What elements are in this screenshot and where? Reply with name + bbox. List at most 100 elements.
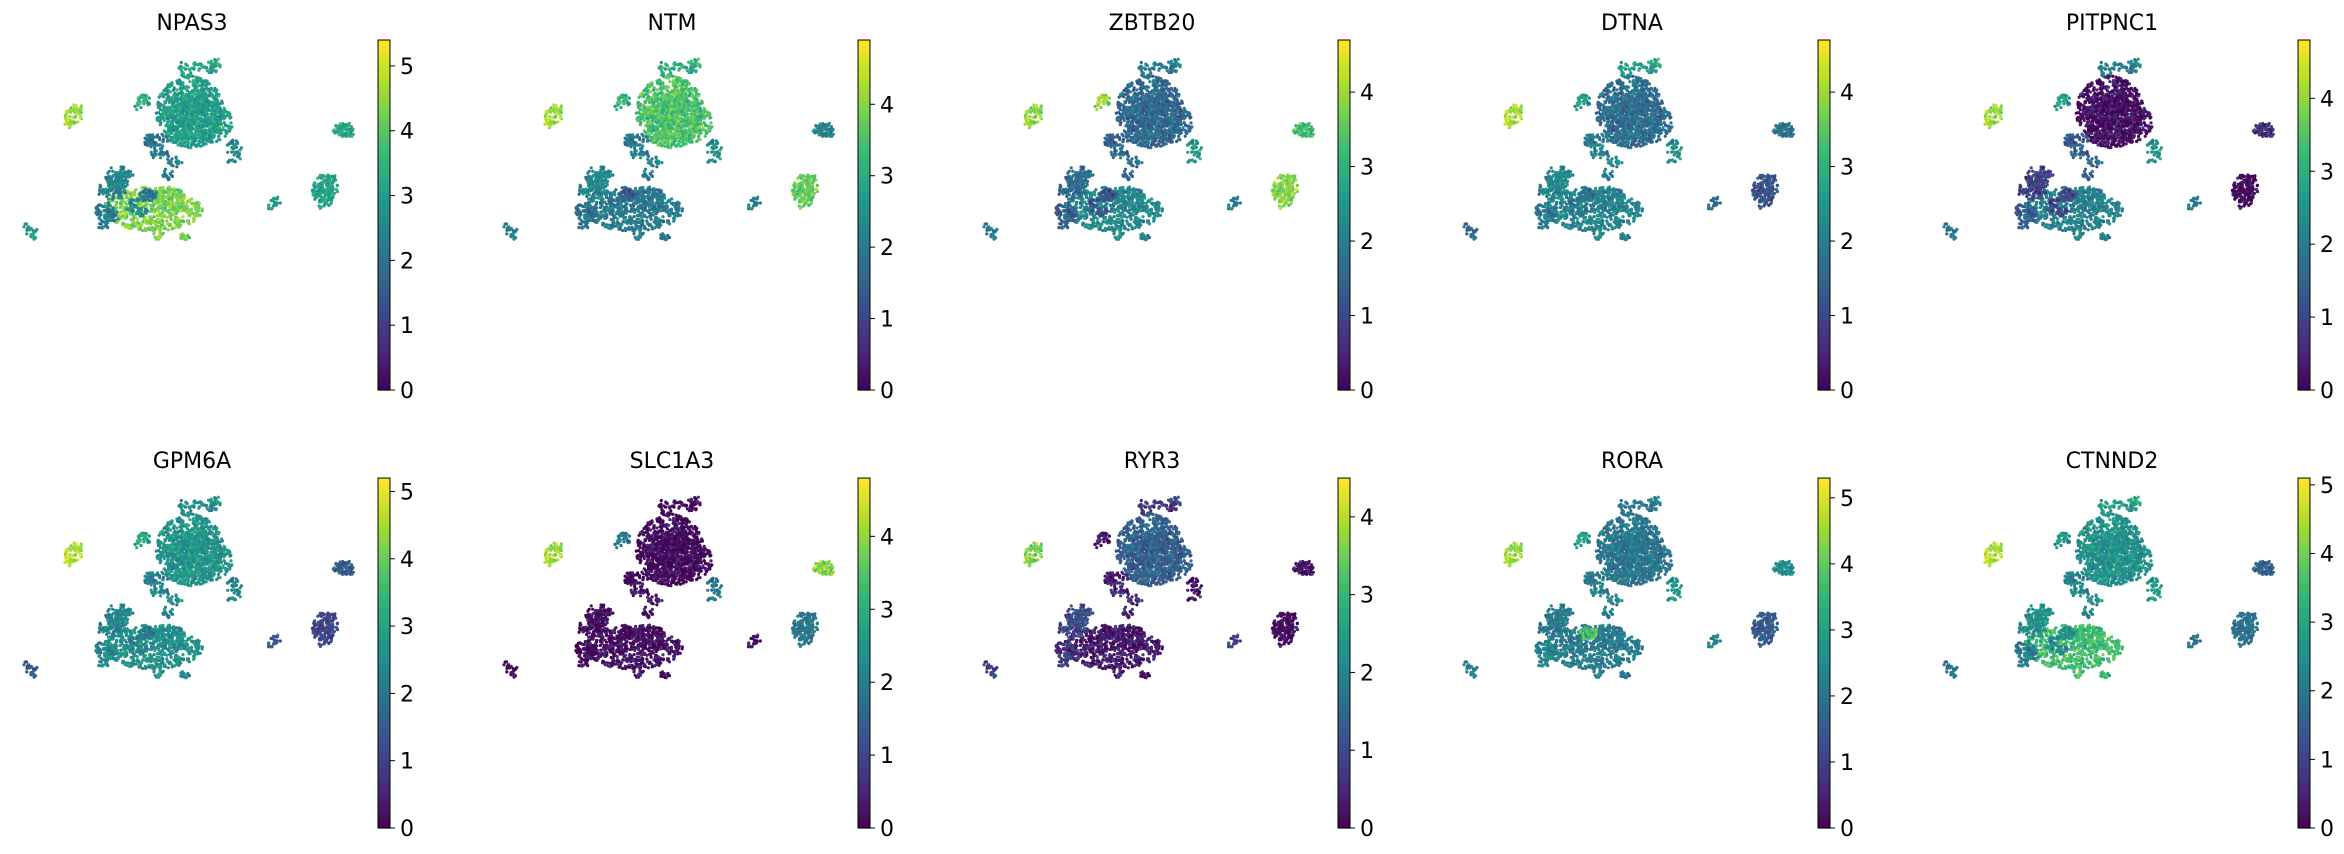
cell-point xyxy=(200,209,204,213)
cell-point xyxy=(598,205,602,210)
colorbar-tick-label: 3 xyxy=(400,185,414,210)
cell-point xyxy=(682,90,686,94)
cell-point xyxy=(676,119,680,124)
cell-point xyxy=(610,226,614,230)
cell-point xyxy=(667,222,671,226)
cell-point xyxy=(685,99,689,103)
cell-point xyxy=(169,115,173,119)
cell-point xyxy=(158,143,162,147)
cell-point xyxy=(663,196,667,200)
cell-point xyxy=(215,62,219,66)
cell-point xyxy=(658,79,662,84)
cell-point xyxy=(332,128,336,132)
cell-point xyxy=(658,82,662,87)
cell-point xyxy=(187,222,191,226)
cell-point xyxy=(626,220,630,224)
cell-point xyxy=(209,70,213,74)
cell-point xyxy=(213,129,217,133)
cell-point xyxy=(212,65,216,69)
cell-point xyxy=(688,117,692,121)
cell-point xyxy=(205,81,209,85)
cell-point xyxy=(665,89,669,93)
cell-point xyxy=(170,131,174,135)
colorbar-segment xyxy=(378,290,390,296)
cell-point xyxy=(99,222,103,226)
cell-point xyxy=(688,93,692,97)
cell-point xyxy=(109,188,113,193)
colorbar-tick-label: 1 xyxy=(400,314,414,339)
cell-point xyxy=(71,108,75,112)
cell-point xyxy=(160,114,164,119)
cell-point xyxy=(123,212,128,216)
cell-point xyxy=(222,121,226,125)
cell-point xyxy=(599,212,603,216)
cell-point xyxy=(190,136,195,140)
cell-point xyxy=(655,188,659,192)
cell-point xyxy=(124,195,129,200)
cell-point xyxy=(157,136,162,140)
cell-point xyxy=(321,174,325,179)
colorbar-segment xyxy=(378,260,390,266)
cell-point xyxy=(609,217,613,222)
cell-point xyxy=(174,156,178,160)
cell-point xyxy=(151,193,155,197)
cell-point xyxy=(229,121,233,125)
cell-point xyxy=(691,117,695,122)
cell-point xyxy=(656,196,660,200)
cell-point xyxy=(230,125,234,129)
cell-point xyxy=(177,102,181,106)
cell-point xyxy=(669,209,673,214)
cell-point xyxy=(98,215,102,220)
colorbar-segment xyxy=(378,245,390,251)
cell-point xyxy=(161,134,165,138)
cell-point xyxy=(688,91,692,95)
cell-point xyxy=(624,202,629,206)
colorbar-segment xyxy=(378,225,390,231)
colorbar-segment xyxy=(378,355,390,361)
cell-point xyxy=(687,103,691,107)
cell-point xyxy=(213,96,217,100)
cell-point xyxy=(338,122,342,126)
cell-point xyxy=(133,104,137,108)
cell-point xyxy=(679,120,683,124)
cell-point xyxy=(646,200,650,204)
cell-point xyxy=(605,215,609,219)
cell-point xyxy=(324,192,328,196)
cell-point xyxy=(646,105,650,109)
cell-point xyxy=(167,127,172,131)
cell-point xyxy=(170,188,174,192)
cell-point xyxy=(170,208,174,212)
cell-point xyxy=(208,67,212,71)
cell-point xyxy=(664,62,668,66)
cell-point xyxy=(130,226,134,230)
cell-point xyxy=(171,138,176,142)
cell-point xyxy=(226,113,230,118)
colorbar-segment xyxy=(378,350,390,356)
cell-point xyxy=(601,221,605,225)
colorbar-segment xyxy=(378,135,390,141)
cell-point xyxy=(201,94,205,98)
cell-point xyxy=(676,84,680,88)
cell-point xyxy=(159,220,163,225)
cell-point xyxy=(202,90,206,94)
cell-point xyxy=(614,188,618,192)
cell-point xyxy=(209,59,213,63)
colorbar-segment xyxy=(378,255,390,261)
cell-point xyxy=(695,104,699,108)
cell-point xyxy=(636,104,640,108)
cell-point xyxy=(101,188,106,192)
cell-point xyxy=(693,129,697,133)
cell-point xyxy=(178,116,182,120)
cell-point xyxy=(161,200,165,204)
cell-point xyxy=(698,63,702,67)
cell-point xyxy=(673,88,677,92)
cell-point xyxy=(175,112,179,116)
cell-point xyxy=(691,62,695,66)
panel-title: NPAS3 xyxy=(156,11,227,36)
cell-point xyxy=(657,98,661,102)
cell-point xyxy=(142,102,146,106)
cell-point xyxy=(655,112,659,116)
cell-point xyxy=(142,191,146,195)
cell-point xyxy=(232,153,236,157)
cell-point xyxy=(201,110,205,114)
